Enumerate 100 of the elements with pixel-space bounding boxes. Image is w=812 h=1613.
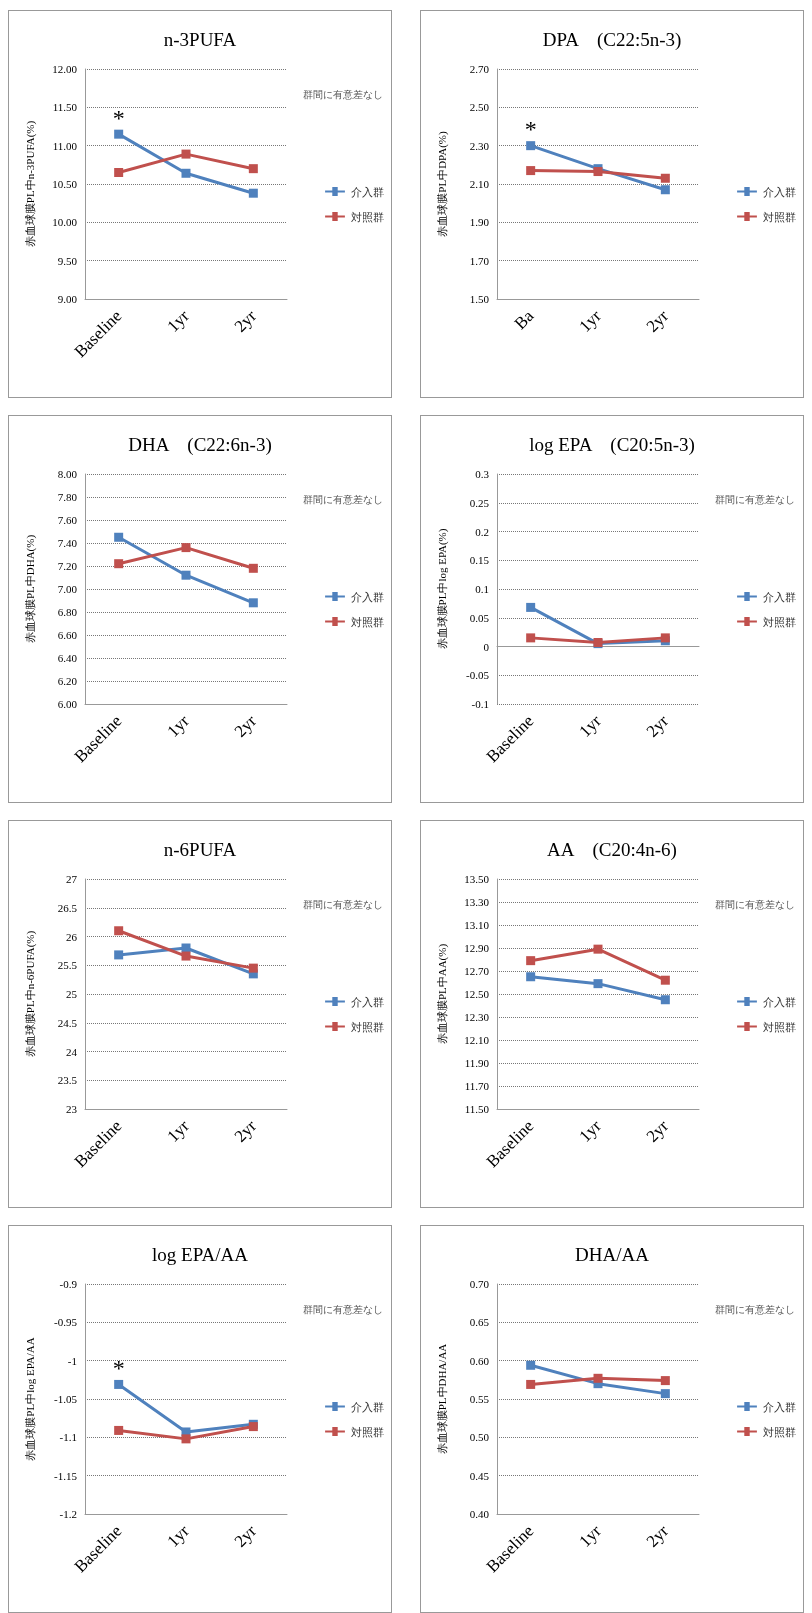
y-tick-label: 7.40 bbox=[57, 537, 78, 549]
legend-label: 対照群 bbox=[763, 210, 796, 223]
legend-label: 対照群 bbox=[763, 615, 796, 628]
y-tick-label: 2.50 bbox=[469, 101, 490, 114]
point bbox=[114, 926, 124, 936]
y-tick-label: 6.80 bbox=[57, 606, 78, 618]
point bbox=[660, 173, 670, 183]
y-axis-title: 赤血球膜PL中DHA(%) bbox=[23, 534, 37, 644]
y-tick-label: -1 bbox=[67, 1354, 77, 1367]
x-tick-label: 2yr bbox=[230, 711, 261, 741]
annotation: * bbox=[112, 1354, 125, 1381]
y-tick-label: -1.2 bbox=[59, 1508, 77, 1520]
y-tick-label: 0.60 bbox=[469, 1354, 490, 1367]
y-tick-label: 11.50 bbox=[52, 101, 78, 114]
text: 群間に有意差なし bbox=[303, 1303, 383, 1315]
x-tick-label: 1yr bbox=[575, 1116, 605, 1146]
y-tick-label: 23 bbox=[66, 1103, 78, 1115]
x-tick-label: 1yr bbox=[575, 1521, 605, 1551]
y-tick-label: 7.60 bbox=[57, 514, 78, 526]
y-tick-label: 0.05 bbox=[469, 611, 490, 624]
y-tick-label: -1.1 bbox=[59, 1431, 77, 1444]
chart-title: log EPA (C20:5n-3) bbox=[529, 434, 695, 456]
y-tick-label: 24 bbox=[66, 1045, 78, 1058]
text: 群間に有意差なし bbox=[715, 493, 795, 505]
y-tick-label: -1.05 bbox=[54, 1393, 78, 1405]
legend-label: 介入群 bbox=[763, 995, 796, 1008]
chart-title: DHA (C22:6n-3) bbox=[128, 434, 272, 456]
y-tick-label: 10.00 bbox=[52, 216, 78, 229]
x-tick-label: Ba bbox=[510, 305, 538, 334]
y-tick-label: 7.20 bbox=[57, 560, 78, 572]
legend-label: 対照群 bbox=[763, 1020, 796, 1033]
point bbox=[114, 559, 124, 569]
x-tick-label: 2yr bbox=[230, 1521, 261, 1551]
chart-title: n-6PUFA bbox=[163, 839, 237, 860]
y-tick-label: 0.55 bbox=[469, 1393, 490, 1405]
point bbox=[660, 185, 670, 195]
x-tick-label: 2yr bbox=[642, 1116, 673, 1146]
y-tick-label: 13.10 bbox=[464, 919, 490, 931]
y-tick-label: 0.45 bbox=[469, 1469, 490, 1482]
point bbox=[114, 950, 124, 960]
y-tick-label: 11.70 bbox=[464, 1080, 490, 1092]
y-axis-title: 赤血球膜PL中log EPA(%) bbox=[435, 528, 449, 650]
y-tick-label: 2.30 bbox=[469, 139, 490, 152]
y-tick-label: -0.9 bbox=[59, 1278, 78, 1290]
x-tick-label: 2yr bbox=[642, 711, 673, 741]
y-axis-title: 赤血球膜PL中log EPA/AA bbox=[23, 1337, 36, 1461]
y-tick-label: 11.50 bbox=[464, 1103, 490, 1115]
y-tick-label: 9.50 bbox=[57, 254, 78, 267]
point bbox=[526, 141, 536, 151]
legend-label: 対照群 bbox=[351, 615, 384, 628]
point bbox=[526, 602, 536, 612]
point bbox=[248, 963, 258, 973]
y-tick-label: 12.90 bbox=[464, 942, 490, 954]
x-tick-label: 1yr bbox=[575, 711, 605, 741]
y-tick-label: 6.00 bbox=[57, 698, 78, 710]
y-tick-label: 0.25 bbox=[469, 496, 490, 509]
y-tick-label: 26.5 bbox=[57, 901, 78, 914]
point bbox=[660, 975, 670, 985]
legend-label: 対照群 bbox=[351, 210, 384, 223]
y-tick-label: 6.60 bbox=[57, 629, 78, 641]
y-tick-label: 1.50 bbox=[469, 293, 490, 305]
y-axis-title: 赤血球膜PL中DHA/AA bbox=[435, 1343, 448, 1455]
point bbox=[660, 1376, 670, 1386]
y-axis-title: 赤血球膜PL中n-6PUFA(%) bbox=[23, 930, 37, 1058]
point bbox=[593, 944, 603, 954]
text: 群間に有意差なし bbox=[715, 898, 795, 910]
y-tick-label: 0.3 bbox=[475, 468, 490, 480]
y-tick-label: 0.2 bbox=[475, 525, 489, 538]
legend-label: 対照群 bbox=[351, 1425, 384, 1438]
y-tick-label: 2.70 bbox=[469, 63, 490, 75]
text: 群間に有意差なし bbox=[715, 1303, 795, 1315]
y-tick-label: -0.95 bbox=[54, 1316, 78, 1329]
point bbox=[248, 563, 258, 573]
annotation: * bbox=[524, 116, 537, 143]
chart-title: n-3PUFA bbox=[163, 29, 237, 50]
y-tick-label: 8.00 bbox=[57, 468, 78, 480]
y-tick-label: 9.00 bbox=[57, 293, 78, 305]
y-axis-title: 赤血球膜PL中AA(%) bbox=[435, 943, 449, 1045]
point bbox=[248, 188, 258, 198]
y-tick-label: 6.40 bbox=[57, 652, 78, 664]
text: 群間に有意差なし bbox=[303, 88, 383, 100]
point bbox=[114, 168, 124, 177]
y-tick-label: -0.1 bbox=[471, 698, 489, 710]
point bbox=[593, 1373, 603, 1383]
y-tick-label: 0.15 bbox=[469, 554, 490, 567]
y-tick-label: 12.00 bbox=[52, 63, 78, 75]
x-tick-label: 1yr bbox=[163, 711, 193, 741]
point bbox=[114, 129, 124, 139]
y-tick-label: 0.70 bbox=[469, 1278, 490, 1290]
y-tick-label: 24.5 bbox=[57, 1016, 78, 1029]
y-tick-label: 27 bbox=[66, 873, 78, 885]
y-tick-label: 0.40 bbox=[469, 1508, 490, 1520]
y-tick-label: 13.50 bbox=[464, 873, 490, 885]
chart-title: AA (C20:4n-6) bbox=[547, 839, 677, 861]
y-tick-label: 1.70 bbox=[469, 254, 490, 267]
point bbox=[181, 951, 191, 961]
x-tick-label: 2yr bbox=[230, 306, 261, 336]
chart-title: DPA (C22:5n-3) bbox=[542, 29, 682, 51]
y-tick-label: 2.10 bbox=[469, 178, 490, 190]
legend-label: 介入群 bbox=[763, 590, 796, 603]
